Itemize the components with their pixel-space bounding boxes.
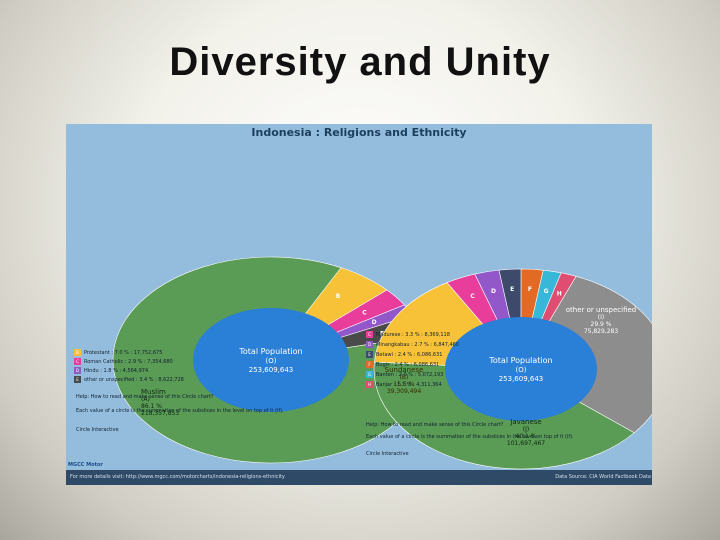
right-help-heading: Help: How to read and make sense of this… [366, 422, 504, 428]
javanese-label-2: 40.1 % [516, 433, 537, 440]
religion-legend-item-d: D Hindu : 1.8 % : 4,564,974 [74, 367, 148, 375]
right-interactive-link[interactable]: Circle Interactive [366, 451, 409, 457]
ethnicity-legend-swatch-h: H [366, 381, 373, 388]
religion-legend-text-c: Roman Catholic : 2.9 % : 7,354,680 [84, 359, 173, 365]
brand-logo: MGCC Motor [68, 462, 103, 468]
left-interactive-link[interactable]: Circle Interactive [76, 427, 119, 433]
ethnicity-legend-item-h: H Banjar : 1.7 % : 4,311,364 [366, 381, 442, 389]
ethnicity-legend-item-f: F Bugis : 2.4 % : 6,086,631 [366, 361, 439, 369]
religion-legend-text-d: Hindu : 1.8 % : 4,564,974 [84, 368, 149, 374]
ethnicity-legend-item-g: G Banten : 2.0 % : 5,072,193 [366, 371, 443, 379]
other-label-2: 29.9 % [591, 321, 612, 328]
center-label-code-1: (O) [516, 366, 527, 374]
right-help-text: Each value of a circle is the summation … [366, 434, 574, 440]
slice-letter-1-c-2: C [470, 293, 475, 300]
slice-letter-0-d: D [372, 319, 377, 326]
ethnicity-legend-text-g: Banten : 2.0 % : 5,072,193 [376, 372, 444, 378]
slice-letter-0-e: E [380, 331, 384, 338]
javanese-label-0: Javanese [509, 418, 541, 426]
ethnicity-legend-text-c: Madurese : 3.3 % : 8,369,118 [376, 332, 450, 338]
muslim-label-1: (A) [141, 396, 150, 403]
sundanese-label-1: (B) [400, 374, 409, 381]
left-help-heading: Help: How to read and make sense of this… [76, 394, 214, 400]
footer-bar: For more details visit: http://www.mgcc.… [66, 470, 652, 485]
slice-letter-0-c: C [362, 309, 367, 316]
center-label-value-0: 253,609,643 [249, 366, 294, 374]
ethnicity-legend-swatch-c: C [366, 331, 373, 338]
left-help-text: Each value of a circle is the summation … [76, 408, 284, 414]
other-label-1: (I) [598, 314, 604, 321]
religion-legend-text-e: other or unspecified : 3.4 % : 8,622,728 [84, 377, 184, 383]
religion-legend-text-b: Protestant : 7.0 % : 17,752,675 [84, 350, 163, 356]
slide-title: Diversity and Unity [169, 40, 551, 84]
ethnicity-legend-swatch-g: G [366, 371, 373, 378]
center-total-0[interactable] [193, 308, 349, 412]
footer-source: Data Source: CIA World Factbook Data [555, 474, 651, 480]
center-label-1: Total Population [488, 356, 552, 365]
center-label-code-0: (O) [266, 357, 277, 365]
ethnicity-legend-text-h: Banjar : 1.7 % : 4,311,364 [376, 382, 442, 388]
religion-legend-swatch-e: E [74, 376, 81, 383]
sundanese-label-0: Sundanese [385, 366, 424, 374]
muslim-label-3: 218,357,853 [141, 410, 179, 417]
slice-letter-1-g-6: G [544, 288, 549, 295]
ethnicity-legend-text-d: Minangkabau : 2.7 % : 6,847,460 [376, 342, 460, 348]
religion-legend-swatch-b: B [74, 349, 81, 356]
chart-figure: Indonesia : Religions and Ethnicity Tota… [66, 124, 652, 485]
muslim-label-2: 86.1 % [141, 403, 162, 410]
other-label-3: 75,829,283 [584, 328, 619, 335]
religion-legend-swatch-c: C [74, 358, 81, 365]
slice-letter-1-d-3: D [491, 288, 496, 295]
slice-letter-1-f-5: F [528, 286, 532, 293]
javanese-label-3: 101,697,467 [507, 440, 545, 447]
other-label-0: other or unspecified [566, 306, 636, 314]
donut-charts: Total Population(O)253,609,643BCDEMuslim… [112, 256, 652, 470]
ethnicity-legend-swatch-f: F [366, 361, 373, 368]
slice-letter-1-h-7: H [557, 290, 562, 297]
footer-url[interactable]: For more details visit: http://www.mgcc.… [70, 474, 285, 480]
sundanese-label-2: 15.5 % [394, 381, 415, 388]
center-total-1[interactable] [445, 317, 597, 421]
muslim-label-0: Muslim [141, 388, 166, 396]
ethnicity-legend-text-e: Betawi : 2.4 % : 6,086,631 [376, 352, 443, 358]
chart-title: Indonesia : Religions and Ethnicity [251, 126, 467, 139]
religion-legend-swatch-d: D [74, 367, 81, 374]
ethnicity-legend-item-d: D Minangkabau : 2.7 % : 6,847,460 [366, 341, 459, 349]
religion-legend-item-c: C Roman Catholic : 2.9 % : 7,354,680 [74, 358, 173, 366]
sundanese-label-3: 39,309,494 [387, 388, 422, 395]
ethnicity-legend-swatch-e: E [366, 351, 373, 358]
center-label-0: Total Population [238, 347, 302, 356]
slice-letter-1-e-4: E [510, 286, 514, 293]
religion-legend-item-b: B Protestant : 7.0 % : 17,752,675 [74, 349, 162, 357]
slice-letter-0-b: B [336, 293, 341, 300]
ethnicity-legend-item-e: E Betawi : 2.4 % : 6,086,631 [366, 351, 442, 359]
javanese-label-1: (J) [523, 426, 529, 433]
ethnicity-legend-item-c: C Madurese : 3.3 % : 8,369,118 [366, 331, 450, 339]
ethnicity-legend-text-f: Bugis : 2.4 % : 6,086,631 [376, 362, 440, 368]
center-label-value-1: 253,609,643 [499, 375, 544, 383]
ethnicity-legend-swatch-d: D [366, 341, 373, 348]
